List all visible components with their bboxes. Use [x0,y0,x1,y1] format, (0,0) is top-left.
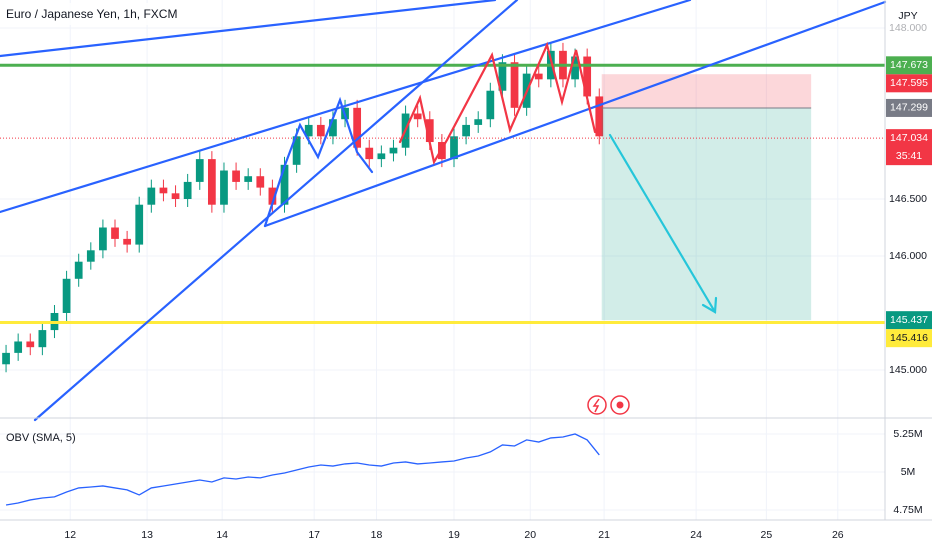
indicator-title: OBV (SMA, 5) [6,432,76,444]
title-backdrop [0,3,160,25]
y-tick-label: 5.25M [893,428,922,440]
candle-body [207,159,216,205]
x-tick-label: 20 [524,529,536,541]
price-tag [886,329,932,348]
candle-body [413,113,422,120]
x-tick-label: 26 [832,529,844,541]
countdown-label: 35:41 [896,150,922,162]
y-tick-label: 145.000 [889,364,927,376]
trend-line [0,0,692,214]
currency-label: JPY [898,10,917,22]
trend-line [0,0,497,58]
candle-body [99,227,107,251]
candle-body [498,62,507,91]
candle-body [62,278,71,313]
candle-body [353,107,362,148]
target-arrow [608,133,717,314]
x-tick-label: 13 [141,529,153,541]
price-tag [886,56,932,75]
obv-line [5,433,600,506]
candle-body [365,147,374,160]
candle-body [135,204,144,245]
price-tag-label: 147.034 [890,132,928,144]
candle-body [583,56,592,97]
candle-body [123,238,131,245]
candle-body [425,119,434,143]
drawings [0,0,887,422]
candle-body [244,176,253,182]
candle-body [571,56,579,80]
candle-body [450,136,458,160]
price-tag [886,129,932,166]
y-tick-label: 146.000 [889,250,927,262]
grid [0,0,885,520]
zigzag [263,96,374,228]
candle-body [171,193,180,200]
price-tag-label: 147.299 [890,102,928,114]
price-tag-label: 145.416 [890,332,928,344]
candle-body [256,176,265,188]
marks [0,42,885,506]
zigzag [398,41,597,165]
candle-body [38,330,47,348]
x-tick-label: 19 [448,529,460,541]
event-icon [616,401,624,409]
candle-body [159,187,168,194]
candle-body [183,181,192,200]
price-tag [886,311,932,330]
event-icons [587,395,630,415]
candle-body [292,136,301,165]
x-tick-label: 25 [761,529,773,541]
candle-body [474,119,483,125]
event-icon [587,395,607,415]
candle-body [377,153,386,160]
candle-body [510,62,519,108]
candle-body [304,124,313,137]
candle-body [486,90,495,120]
candle-body [329,119,337,137]
price-tag [886,74,932,93]
candle-body [147,187,156,205]
y-tick-label: 148.000 [889,22,927,34]
candle-body [111,227,119,239]
price-tag-label: 145.437 [890,314,928,326]
chart-title: Euro / Japanese Yen, 1h, FXCM [6,7,177,21]
y-tick-label: 146.500 [889,193,927,205]
candle-body [195,159,204,182]
candle-body [232,170,240,182]
candle-body [86,250,95,262]
target-zone [601,107,812,321]
candle-body [74,261,83,279]
candle-body [220,170,228,205]
candle-body [316,124,325,137]
y-tick-label: 5M [901,466,916,478]
y-tick-label: 4.75M [893,504,922,516]
trend-line [263,0,887,228]
stop-zone [601,74,812,108]
x-tick-label: 17 [308,529,320,541]
candle-body [26,341,35,348]
price-tag-label: 147.673 [890,59,928,71]
event-icon [592,398,600,413]
x-tick-label: 21 [598,529,610,541]
x-tick-label: 12 [64,529,76,541]
price-tags: 147.673 147.595 147.299 147.034 35:41 145.437… [886,56,932,348]
candle-body [280,164,289,205]
candle-body [2,352,10,365]
x-tick-label: 14 [216,529,228,541]
price-tag-label: 147.595 [890,77,928,89]
candle-body [14,341,23,353]
candle-body [268,187,277,205]
x-tick-label: 24 [690,529,702,541]
x-tick-label: 18 [371,529,383,541]
price-tag [886,98,932,117]
candle-body [534,73,543,80]
candle-body [389,147,398,154]
arrow-head [701,296,718,314]
trend-line [33,0,519,422]
candle-body [595,96,604,137]
candle-body [462,124,470,137]
